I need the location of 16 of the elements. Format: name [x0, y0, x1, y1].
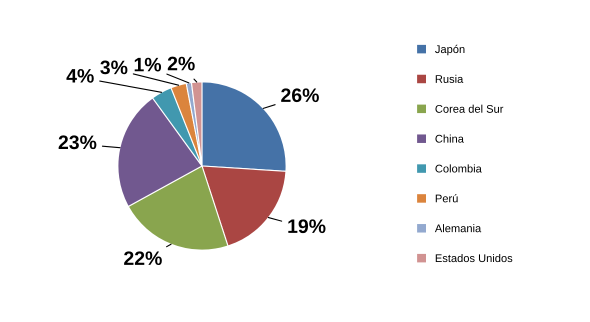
legend-label: Rusia — [436, 74, 464, 83]
legend-label: Colombia — [435, 164, 482, 173]
legend-label: China — [435, 134, 464, 143]
data-label: 2% — [168, 56, 195, 70]
data-label: 23% — [58, 135, 96, 150]
data-label: 26% — [281, 88, 319, 102]
data-label: 19% — [288, 219, 326, 234]
legend-label: Perú — [436, 194, 458, 202]
legend-label: Estados Unidos — [436, 254, 512, 262]
data-label: 1% — [134, 58, 162, 72]
data-label: 3% — [100, 60, 128, 74]
legend-label: Japón — [435, 44, 464, 56]
legend-label: Alemania — [434, 224, 482, 232]
legend-label: Corea del Sur — [435, 104, 504, 113]
data-label: 4% — [66, 69, 94, 83]
data-label: 22% — [124, 251, 162, 266]
